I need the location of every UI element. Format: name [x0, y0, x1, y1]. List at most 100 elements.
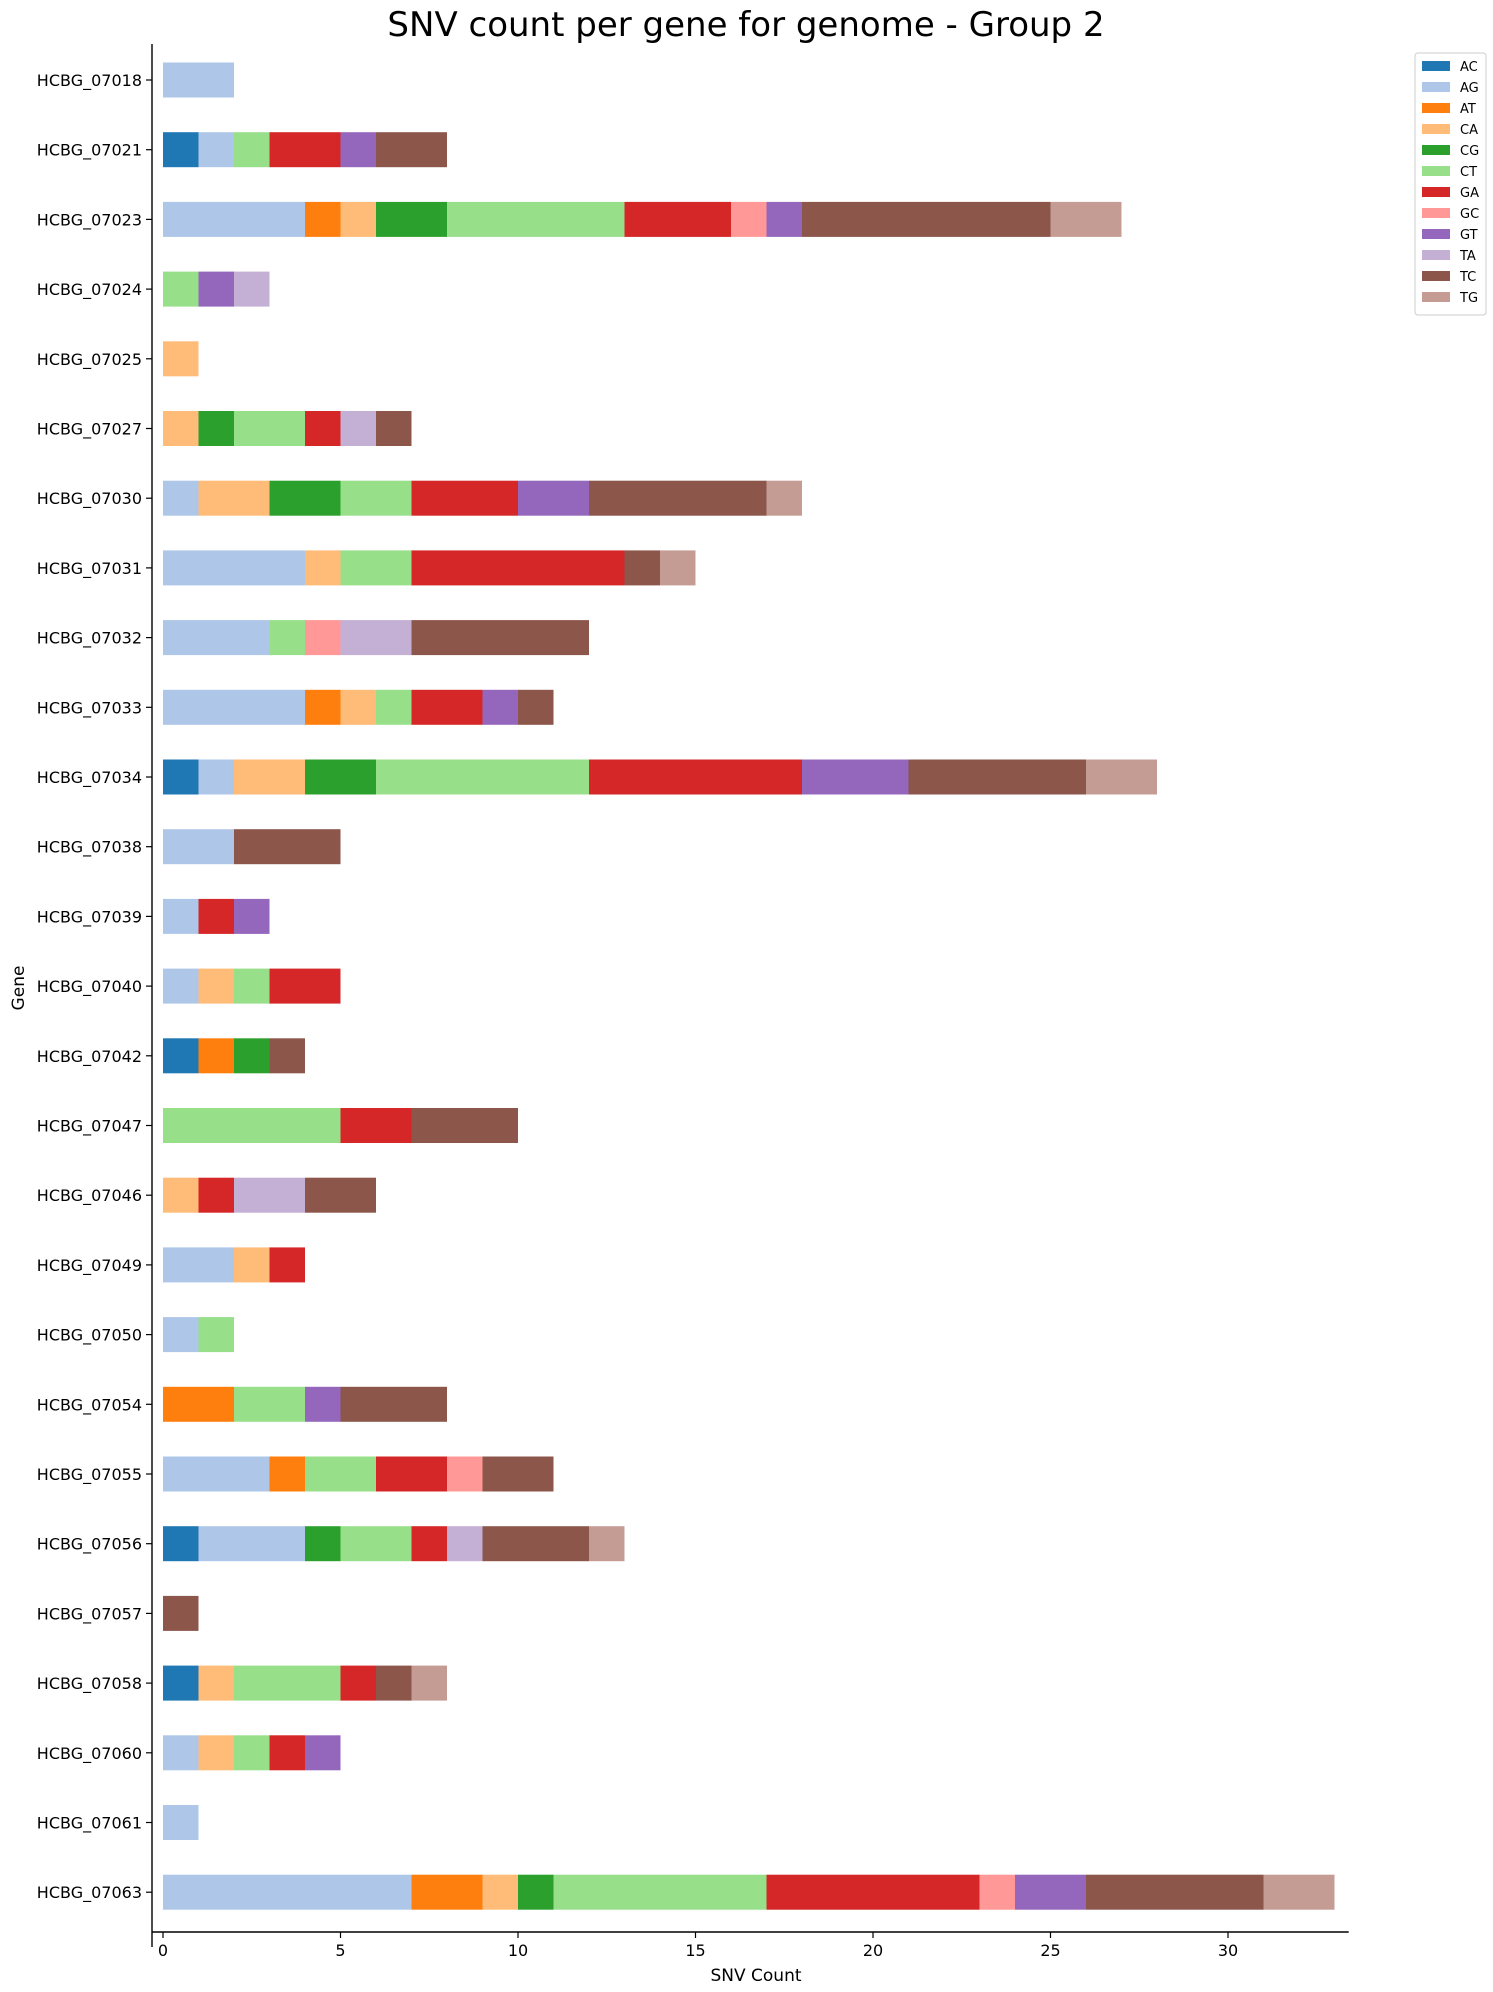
legend-swatch: [1422, 271, 1450, 281]
legend-label: CA: [1460, 123, 1478, 138]
bar-segment-HCBG_07047-CT: [163, 1108, 341, 1143]
bar-group-HCBG_07040: [163, 968, 341, 1004]
y-tick-label: HCBG_07050: [37, 1326, 142, 1346]
bar-segment-HCBG_07027-CA: [163, 411, 199, 446]
y-tick-label: HCBG_07054: [37, 1395, 142, 1415]
legend-item-GA: GA: [1422, 186, 1479, 201]
y-tick-label: HCBG_07038: [37, 838, 142, 858]
bar-segment-HCBG_07056-CT: [340, 1526, 412, 1562]
bar-group-HCBG_07024: [163, 271, 270, 307]
y-tick-label: HCBG_07030: [37, 489, 142, 509]
bar-segment-HCBG_07063-GC: [979, 1874, 1015, 1910]
legend-swatch: [1422, 145, 1450, 155]
bar-segment-HCBG_07030-TG: [766, 480, 802, 516]
bar-segment-HCBG_07047-GA: [340, 1108, 412, 1143]
legend-item-GT: GT: [1422, 228, 1478, 243]
legend-label: AC: [1460, 60, 1478, 75]
bar-segment-HCBG_07027-CG: [198, 411, 234, 446]
legend-item-AC: AC: [1422, 60, 1478, 75]
bar-segment-HCBG_07055-GC: [447, 1456, 483, 1492]
bar-segment-HCBG_07040-AG: [163, 968, 199, 1004]
bar-segment-HCBG_07023-GA: [624, 201, 731, 237]
bar-segment-HCBG_07046-GA: [198, 1177, 234, 1213]
bar-group-HCBG_07049: [163, 1247, 305, 1283]
y-tick-label: HCBG_07031: [37, 559, 142, 579]
bar-segment-HCBG_07055-CT: [305, 1456, 376, 1492]
bar-segment-HCBG_07046-TA: [234, 1177, 305, 1213]
legend-item-TG: TG: [1422, 291, 1478, 306]
y-tick-label: HCBG_07056: [37, 1535, 142, 1555]
bar-segment-HCBG_07063-GA: [766, 1874, 980, 1910]
bar-segment-HCBG_07032-GC: [305, 620, 341, 656]
bar-group-HCBG_07030: [163, 480, 802, 516]
y-tick-label: HCBG_07049: [37, 1256, 142, 1276]
bar-segment-HCBG_07060-GT: [305, 1735, 341, 1771]
legend-label: TA: [1459, 249, 1476, 264]
bar-segment-HCBG_07033-AG: [163, 689, 305, 725]
bar-segment-HCBG_07049-AG: [163, 1247, 234, 1283]
y-axis: HCBG_07018 HCBG_07021 HCBG_07023 HCBG_07024…: [37, 44, 153, 1947]
bar-segment-HCBG_07032-TA: [340, 620, 412, 656]
bar-group-HCBG_07038: [163, 829, 341, 865]
legend-swatch: [1422, 103, 1450, 113]
bar-segment-HCBG_07027-GA: [305, 411, 341, 446]
bar-segment-HCBG_07042-AT: [198, 1038, 234, 1074]
bar-segment-HCBG_07061-AG: [163, 1805, 199, 1840]
bar-group-HCBG_07025: [163, 341, 199, 377]
bar-group-HCBG_07056: [163, 1526, 625, 1562]
bar-segment-HCBG_07034-TG: [1086, 759, 1157, 795]
bar-segment-HCBG_07021-GT: [340, 132, 376, 168]
legend-item-TA: TA: [1422, 249, 1476, 264]
y-tick-label: HCBG_07055: [37, 1465, 142, 1485]
bar-segment-HCBG_07058-TC: [376, 1665, 412, 1701]
bar-segment-HCBG_07025-CA: [163, 341, 199, 377]
bar-segment-HCBG_07024-CT: [163, 271, 199, 307]
bar-segment-HCBG_07027-TA: [340, 411, 376, 446]
bar-segment-HCBG_07023-CG: [376, 201, 447, 237]
legend-swatch: [1422, 166, 1450, 176]
bar-segment-HCBG_07031-CA: [305, 550, 341, 586]
y-tick-label: HCBG_07023: [37, 210, 142, 230]
bar-segment-HCBG_07056-AC: [163, 1526, 199, 1562]
bar-segment-HCBG_07038-TC: [234, 829, 341, 865]
legend-label: AG: [1460, 81, 1479, 96]
bar-segment-HCBG_07039-GA: [198, 898, 234, 934]
x-tick-label: 25: [1040, 1941, 1060, 1960]
chart-title: SNV count per gene for genome - Group 2: [387, 5, 1104, 45]
bar-segment-HCBG_07021-TC: [376, 132, 447, 168]
legend-label: TG: [1459, 291, 1478, 306]
bar-segment-HCBG_07033-CT: [376, 689, 412, 725]
x-axis-label: SNV Count: [710, 1966, 801, 1986]
bar-group-HCBG_07057: [163, 1595, 199, 1631]
bar-segment-HCBG_07033-AT: [305, 689, 341, 725]
bar-group-HCBG_07046: [163, 1177, 376, 1213]
legend-label: TC: [1459, 270, 1476, 285]
y-tick-label: HCBG_07027: [37, 420, 142, 440]
bar-segment-HCBG_07023-GC: [731, 201, 767, 237]
bar-segment-HCBG_07050-AG: [163, 1317, 199, 1353]
bar-segment-HCBG_07024-GT: [198, 271, 234, 307]
bar-segment-HCBG_07034-CG: [305, 759, 376, 795]
bar-group-HCBG_07061: [163, 1805, 199, 1840]
bar-segment-HCBG_07023-GT: [766, 201, 802, 237]
x-tick-label: 10: [508, 1941, 528, 1960]
bar-segment-HCBG_07058-CA: [198, 1665, 234, 1701]
bar-segment-HCBG_07046-TC: [305, 1177, 376, 1213]
y-tick-label: HCBG_07042: [37, 1047, 142, 1067]
bar-segment-HCBG_07033-CA: [340, 689, 376, 725]
legend-swatch: [1422, 187, 1450, 197]
bar-segment-HCBG_07058-TG: [411, 1665, 447, 1701]
legend-item-CT: CT: [1422, 165, 1477, 180]
y-tick-label: HCBG_07024: [37, 280, 142, 300]
bar-segment-HCBG_07050-CT: [198, 1317, 234, 1353]
bar-segment-HCBG_07055-GA: [376, 1456, 447, 1492]
y-tick-label: HCBG_07025: [37, 350, 142, 370]
x-tick-label: 30: [1218, 1941, 1238, 1960]
bar-group-HCBG_07033: [163, 689, 554, 725]
legend-swatch: [1422, 292, 1450, 302]
bar-segment-HCBG_07063-TC: [1086, 1874, 1264, 1910]
bar-segment-HCBG_07030-GA: [411, 480, 518, 516]
bar-segment-HCBG_07031-CT: [340, 550, 412, 586]
bar-segment-HCBG_07056-CG: [305, 1526, 341, 1562]
